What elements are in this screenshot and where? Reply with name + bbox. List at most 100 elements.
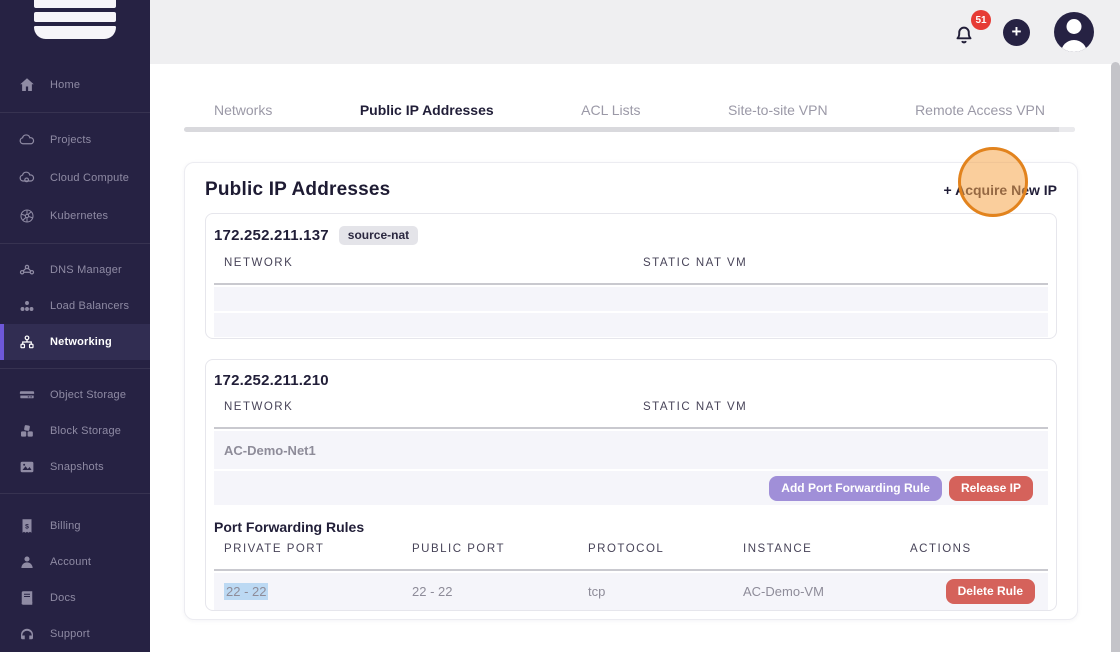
- sidebar-item-label: Object Storage: [50, 389, 127, 401]
- sidebar-item-account[interactable]: Account: [0, 544, 150, 580]
- svg-text:$: $: [25, 524, 29, 531]
- panel-header: Public IP Addresses + Acquire New IP: [185, 163, 1077, 213]
- table-row: [214, 313, 1048, 337]
- avatar-person-icon: [1066, 19, 1082, 34]
- table-row: [214, 287, 1048, 311]
- network-table-header: NETWORK STATIC NAT VM: [206, 395, 1056, 423]
- sidebar-item-label: Kubernetes: [50, 210, 109, 222]
- sidebar-item-label: Home: [50, 79, 81, 91]
- sidebar-item-support[interactable]: Support: [0, 616, 150, 652]
- tab-remote-access-vpn[interactable]: Remote Access VPN: [915, 102, 1045, 118]
- sidebar-item-cloud-compute[interactable]: Cloud Compute: [0, 159, 150, 197]
- section-tabs: Networks Public IP Addresses ACL Lists S…: [184, 100, 1075, 120]
- table-row: AC-Demo-Net1: [214, 431, 1048, 469]
- ip-card-header: 172.252.211.137 source-nat: [206, 222, 1056, 251]
- vertical-scrollbar[interactable]: [1111, 62, 1120, 652]
- sidebar-group-compute: Projects Cloud Compute Kubernetes: [0, 113, 150, 244]
- column-instance: INSTANCE: [743, 543, 813, 555]
- sidebar-item-home[interactable]: Home: [0, 66, 150, 104]
- port-forwarding-table-header: PRIVATE PORT PUBLIC PORT PROTOCOL INSTAN…: [206, 541, 1056, 565]
- release-ip-button[interactable]: Release IP: [948, 475, 1033, 501]
- column-static-nat-vm: STATIC NAT VM: [643, 257, 748, 269]
- plus-icon: +: [1011, 21, 1022, 41]
- block-storage-icon: [17, 422, 36, 441]
- bell-icon: [956, 26, 972, 44]
- notifications-button[interactable]: 51: [951, 10, 991, 48]
- public-port-cell: 22 - 22: [412, 584, 453, 599]
- support-icon: [17, 625, 36, 644]
- column-private-port: PRIVATE PORT: [224, 543, 325, 555]
- sidebar-item-label: Snapshots: [50, 461, 104, 473]
- table-divider: [214, 427, 1048, 429]
- ip-card-172-252-211-210: 172.252.211.210 NETWORK STATIC NAT VM AC…: [205, 359, 1057, 611]
- sidebar-group-network: DNS Manager Load Balancers Networking: [0, 244, 150, 369]
- cloud-icon: [17, 131, 36, 150]
- column-network: NETWORK: [224, 257, 294, 269]
- sidebar-group-storage: Object Storage Block Storage Snapshots: [0, 369, 150, 494]
- networking-icon: [17, 333, 36, 352]
- snapshots-icon: [17, 458, 36, 477]
- page-title: Public IP Addresses: [205, 179, 391, 200]
- acquire-new-ip-link[interactable]: + Acquire New IP: [943, 182, 1057, 198]
- deploy-new-button[interactable]: +: [1003, 18, 1030, 46]
- delete-rule-button[interactable]: Delete Rule: [945, 579, 1035, 604]
- sidebar-item-networking[interactable]: Networking: [0, 324, 150, 360]
- cloud-compute-icon: [17, 169, 36, 188]
- sidebar-group-account: $ Billing Account Docs Support: [0, 494, 150, 652]
- network-name-cell: AC-Demo-Net1: [224, 442, 316, 458]
- selected-text: 22 - 22: [224, 583, 269, 600]
- sidebar-item-label: Account: [50, 556, 92, 568]
- network-table-header: NETWORK STATIC NAT VM: [206, 251, 1056, 279]
- sidebar-item-billing[interactable]: $ Billing: [0, 508, 150, 544]
- sidebar-group-home: Home: [0, 58, 150, 113]
- actions-cell: Delete Rule: [910, 579, 1048, 604]
- sidebar-item-object-storage[interactable]: Object Storage: [0, 377, 150, 413]
- tab-public-ip-addresses[interactable]: Public IP Addresses: [359, 102, 494, 118]
- ip-card-header: 172.252.211.210: [206, 368, 1056, 395]
- sidebar-item-label: Docs: [50, 592, 76, 604]
- home-icon: [17, 76, 36, 95]
- port-forwarding-rule-row: 22 - 22 22 - 22 tcp AC-Demo-VM Delete Ru…: [214, 573, 1048, 610]
- tab-acl-lists[interactable]: ACL Lists: [581, 102, 641, 118]
- column-network: NETWORK: [224, 401, 294, 413]
- port-forwarding-rules-title: Port Forwarding Rules: [214, 519, 365, 535]
- load-balancer-icon: [17, 297, 36, 316]
- docs-icon: [17, 589, 36, 608]
- instance-cell: AC-Demo-VM: [743, 584, 824, 599]
- sidebar-item-label: Load Balancers: [50, 300, 130, 312]
- sidebar-item-snapshots[interactable]: Snapshots: [0, 449, 150, 485]
- tab-networks[interactable]: Networks: [214, 102, 273, 118]
- source-nat-badge: source-nat: [338, 226, 419, 245]
- header-actions: 51 +: [951, 0, 1094, 64]
- table-divider: [214, 283, 1048, 285]
- sidebar-item-label: Networking: [50, 336, 112, 348]
- ip-address: 172.252.211.210: [214, 372, 329, 389]
- kubernetes-icon: [17, 207, 36, 226]
- sidebar-item-load-balancers[interactable]: Load Balancers: [0, 288, 150, 324]
- tab-site-to-site-vpn[interactable]: Site-to-site VPN: [728, 102, 828, 118]
- add-port-forwarding-rule-button[interactable]: Add Port Forwarding Rule: [769, 475, 942, 501]
- ip-card-172-252-211-137: 172.252.211.137 source-nat NETWORK STATI…: [205, 213, 1057, 339]
- logo-bar: [34, 12, 116, 22]
- sidebar-item-label: Cloud Compute: [50, 172, 130, 184]
- tab-underline-cap: [1059, 127, 1075, 132]
- sidebar-item-label: Projects: [50, 134, 92, 146]
- sidebar: Home Projects Cloud Compute Kubernet: [0, 0, 150, 652]
- notification-count-badge: 51: [971, 10, 991, 30]
- public-ip-panel: Public IP Addresses + Acquire New IP 172…: [184, 162, 1078, 620]
- user-avatar-button[interactable]: [1054, 12, 1094, 52]
- dns-icon: [17, 261, 36, 280]
- top-header: 51 +: [150, 0, 1120, 64]
- sidebar-item-label: Billing: [50, 520, 81, 532]
- sidebar-item-kubernetes[interactable]: Kubernetes: [0, 197, 150, 235]
- sidebar-item-docs[interactable]: Docs: [0, 580, 150, 616]
- column-protocol: PROTOCOL: [588, 543, 665, 555]
- column-actions: ACTIONS: [910, 543, 972, 555]
- sidebar-item-dns-manager[interactable]: DNS Manager: [0, 252, 150, 288]
- brand-logo[interactable]: [0, 0, 150, 58]
- sidebar-item-projects[interactable]: Projects: [0, 121, 150, 159]
- table-divider: [214, 569, 1048, 571]
- logo-bar: [34, 0, 116, 8]
- sidebar-item-block-storage[interactable]: Block Storage: [0, 413, 150, 449]
